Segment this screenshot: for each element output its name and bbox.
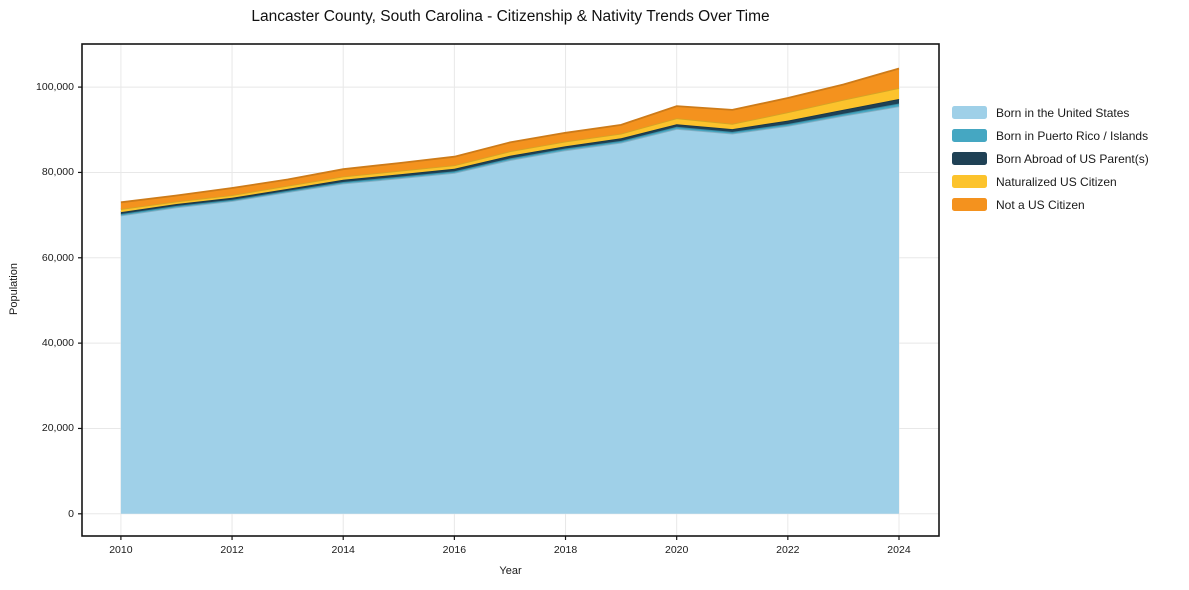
- area-series: [120, 68, 899, 210]
- legend-swatch-puerto-rico-icon: [952, 129, 987, 142]
- area-series: [120, 106, 899, 514]
- x-tick-label: 2018: [553, 544, 578, 556]
- y-tick-label: 40,000: [41, 337, 74, 350]
- y-tick-label: 0: [68, 507, 74, 520]
- legend-item-born-abroad: Born Abroad of US Parent(s): [952, 147, 1149, 170]
- area-series: [120, 103, 899, 216]
- legend-swatch-naturalized-icon: [952, 175, 987, 188]
- x-axis-label: Year: [499, 565, 522, 577]
- area-edge: [120, 67, 900, 204]
- legend-item-naturalized: Naturalized US Citizen: [952, 170, 1149, 193]
- y-tick-label: 80,000: [41, 166, 74, 179]
- x-tick-label: 2022: [776, 544, 800, 556]
- legend-label: Born Abroad of US Parent(s): [996, 151, 1149, 166]
- x-tick-label: 2012: [220, 544, 244, 556]
- legend-item-born-us: Born in the United States: [952, 101, 1149, 124]
- legend-swatch-born-us-icon: [952, 106, 987, 119]
- legend-label: Born in Puerto Rico / Islands: [996, 128, 1149, 143]
- y-axis-label: Population: [8, 263, 20, 315]
- y-tick-label: 100,000: [36, 81, 74, 94]
- x-tick-label: 2020: [664, 544, 689, 556]
- x-tick-label: 2010: [109, 544, 133, 556]
- y-tick-label: 20,000: [41, 422, 74, 435]
- legend-label: Naturalized US Citizen: [996, 174, 1117, 189]
- legend: Born in the United States Born in Puerto…: [952, 101, 1149, 216]
- x-tick-label: 2014: [331, 544, 355, 556]
- legend-item-puerto-rico: Born in Puerto Rico / Islands: [952, 124, 1149, 147]
- y-tick-label: 60,000: [41, 251, 74, 264]
- legend-label: Born in the United States: [996, 105, 1130, 120]
- legend-swatch-born-abroad-icon: [952, 152, 987, 165]
- legend-item-not-citizen: Not a US Citizen: [952, 193, 1149, 216]
- x-tick-label: 2016: [442, 544, 467, 556]
- legend-label: Not a US Citizen: [996, 197, 1085, 212]
- chart-title: Lancaster County, South Carolina - Citiz…: [251, 8, 770, 25]
- x-tick-label: 2024: [887, 544, 911, 556]
- legend-swatch-not-citizen-icon: [952, 198, 987, 211]
